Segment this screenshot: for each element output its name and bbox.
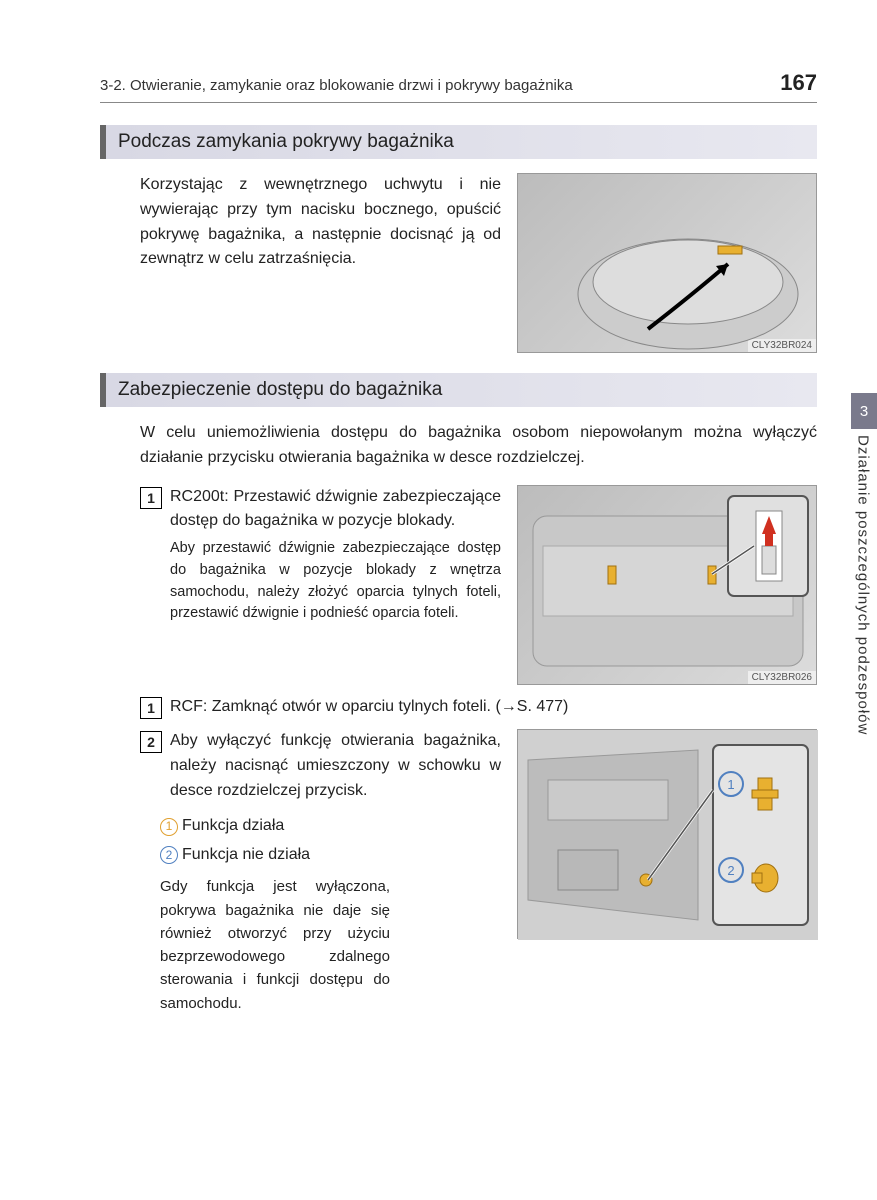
svg-text:2: 2 xyxy=(727,863,734,878)
section-heading-2: Zabezpieczenie dostępu do bagażnika xyxy=(100,373,817,407)
figure-trunk-lock-lever: CLY32BR026 xyxy=(517,485,817,685)
figure-dashboard-switch: 1 2 CLY32BR027 xyxy=(517,729,817,939)
trunk-lid-illustration xyxy=(518,174,818,354)
figure-trunk-closing: CLY32BR024 xyxy=(517,173,817,353)
item2-note: Gdy funkcja jest wyłączona, pokrywa baga… xyxy=(160,875,390,1015)
item1-main-text: RC200t: Przestawić dźwignie zabezpieczaj… xyxy=(170,488,501,530)
lock-lever-illustration xyxy=(518,486,818,686)
option-1-text: Funkcja działa xyxy=(182,817,284,834)
section-1-text: Korzystając z wewnętrznego uchwytu i nie… xyxy=(140,173,501,353)
svg-text:1: 1 xyxy=(727,777,734,792)
item2-main-text: Aby wyłączyć funkcję otwierania bagażnik… xyxy=(170,729,501,803)
step-number-box: 2 xyxy=(140,731,162,753)
section-heading-1: Podczas zamykania pokrywy bagażnika xyxy=(100,125,817,159)
step-number-box: 1 xyxy=(140,487,162,509)
circled-2-icon: 2 xyxy=(160,846,178,864)
option-2-text: Funkcja nie działa xyxy=(182,846,310,863)
option-1-row: 1Funkcja działa xyxy=(160,812,501,841)
header-section-text: 3-2. Otwieranie, zamykanie oraz blokowan… xyxy=(100,77,573,94)
option-2-row: 2Funkcja nie działa xyxy=(160,841,501,870)
page-header: 3-2. Otwieranie, zamykanie oraz blokowan… xyxy=(100,70,817,103)
dashboard-switch-illustration: 1 2 xyxy=(518,730,818,940)
section-2-intro: W celu uniemożliwienia dostępu do bagażn… xyxy=(140,421,817,471)
item1b-text: RCF: Zamknąć otwór w oparciu tylnych fot… xyxy=(170,695,817,720)
item1-sub-text: Aby przestawić dźwignie zabezpieczające … xyxy=(170,538,501,625)
circled-1-icon: 1 xyxy=(160,818,178,836)
step-number-box: 1 xyxy=(140,697,162,719)
page-number: 167 xyxy=(780,70,817,96)
